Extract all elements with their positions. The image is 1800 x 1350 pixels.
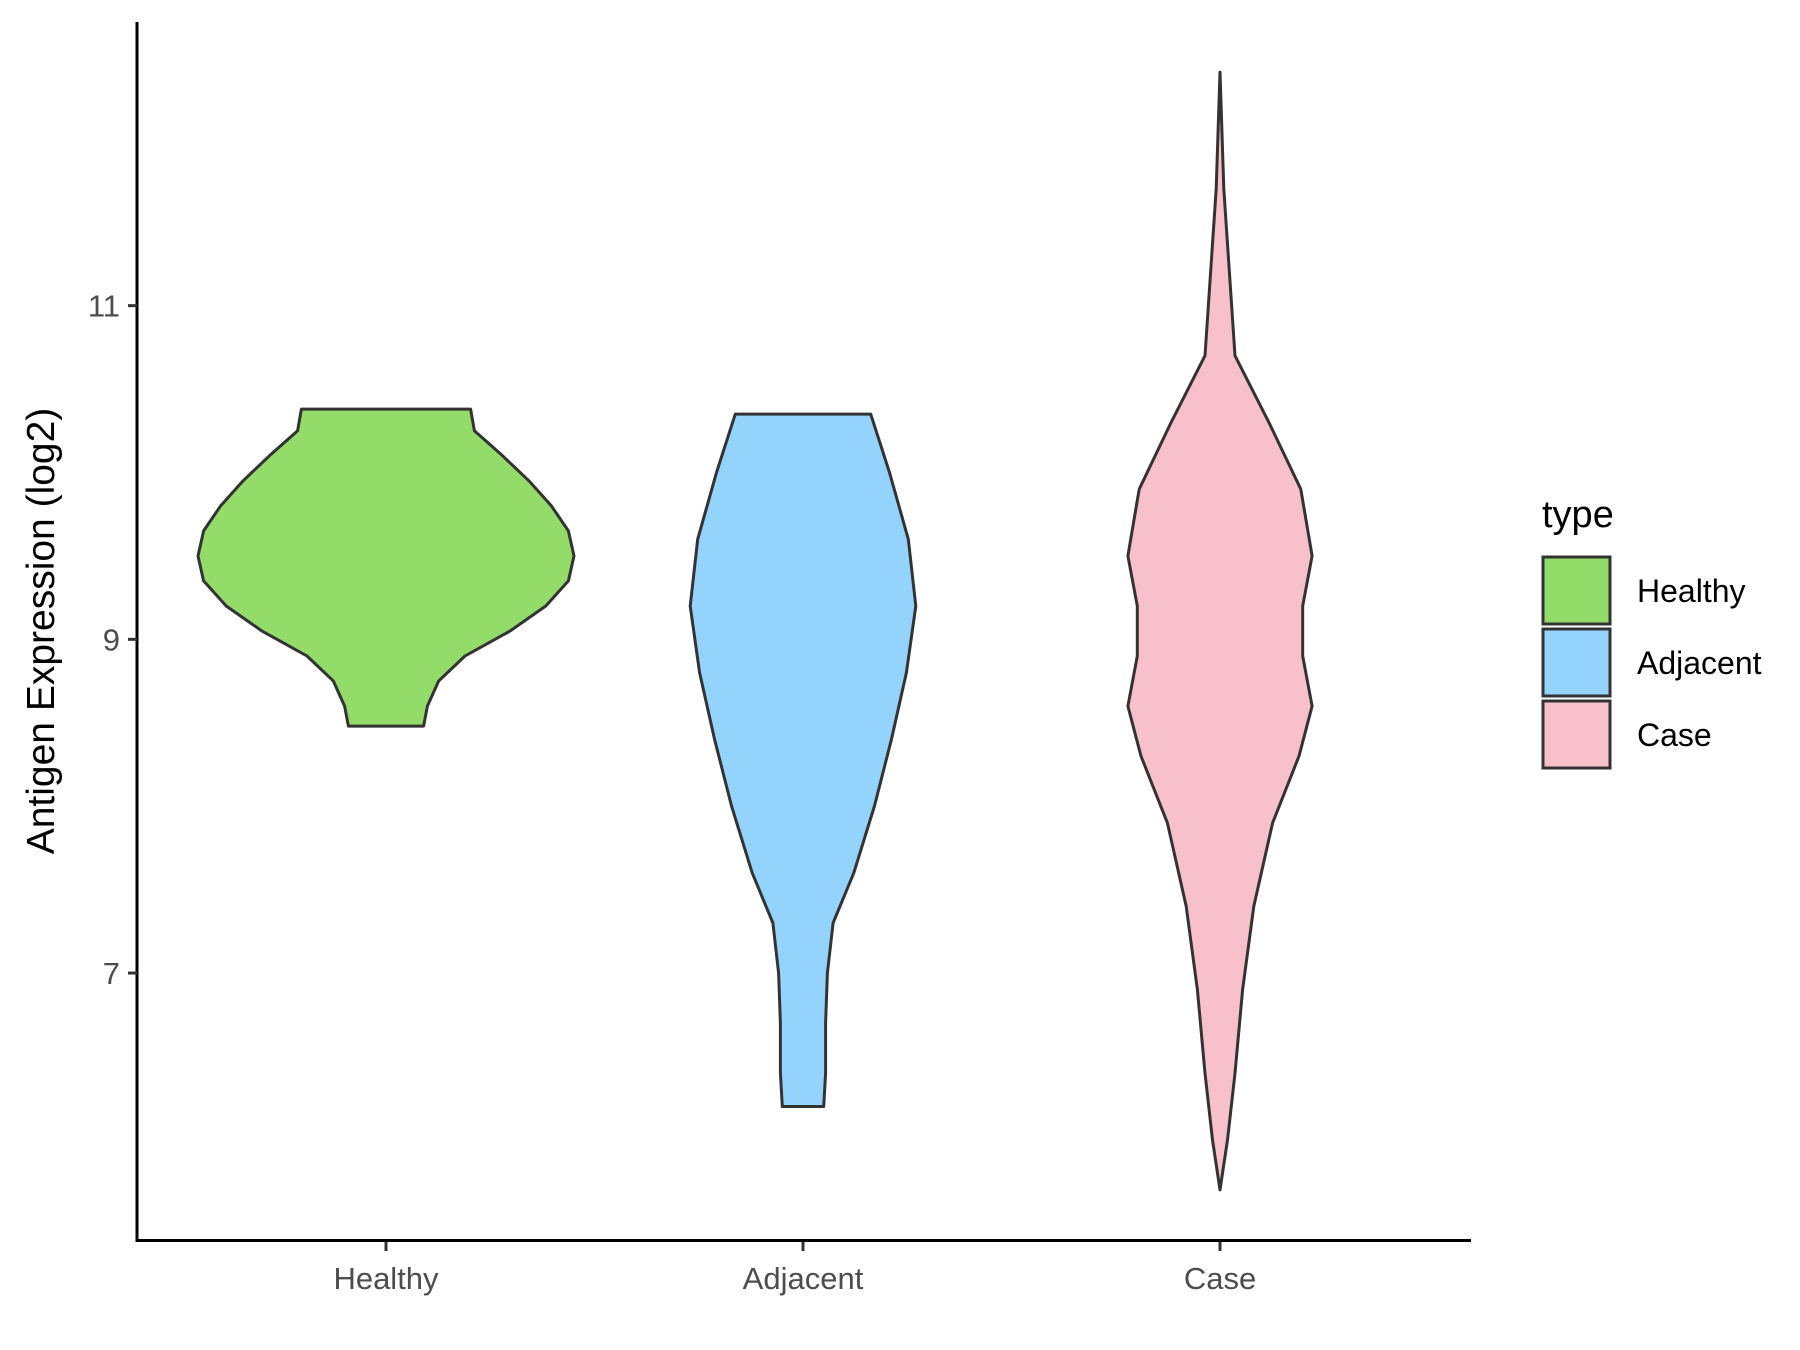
- violin-case: [1126, 70, 1314, 1192]
- y-axis-title: Antigen Expression (log2): [20, 408, 63, 855]
- legend-label-adjacent: Adjacent: [1637, 645, 1762, 681]
- legend-key-healthy: [1541, 555, 1612, 626]
- x-tick-label: Case: [1184, 1261, 1256, 1296]
- legend: type Healthy Adjacent Case: [1541, 494, 1762, 770]
- violin-layer: [196, 70, 1314, 1192]
- violin-adjacent: [688, 412, 918, 1108]
- x-axis-ticks: Healthy Adjacent Case: [333, 1242, 1256, 1296]
- legend-key-case: [1541, 699, 1612, 770]
- y-tick-label: 7: [103, 956, 120, 991]
- legend-title: type: [1542, 494, 1614, 536]
- x-tick-label: Healthy: [333, 1261, 439, 1296]
- y-axis-ticks: 7 9 11: [88, 289, 137, 991]
- legend-label-healthy: Healthy: [1637, 573, 1746, 609]
- x-tick-label: Adjacent: [743, 1261, 864, 1296]
- y-tick-label: 9: [103, 622, 120, 657]
- legend-label-case: Case: [1637, 717, 1712, 753]
- legend-key-adjacent: [1541, 627, 1612, 698]
- y-tick-label: 11: [88, 289, 120, 324]
- violin-healthy: [196, 407, 576, 728]
